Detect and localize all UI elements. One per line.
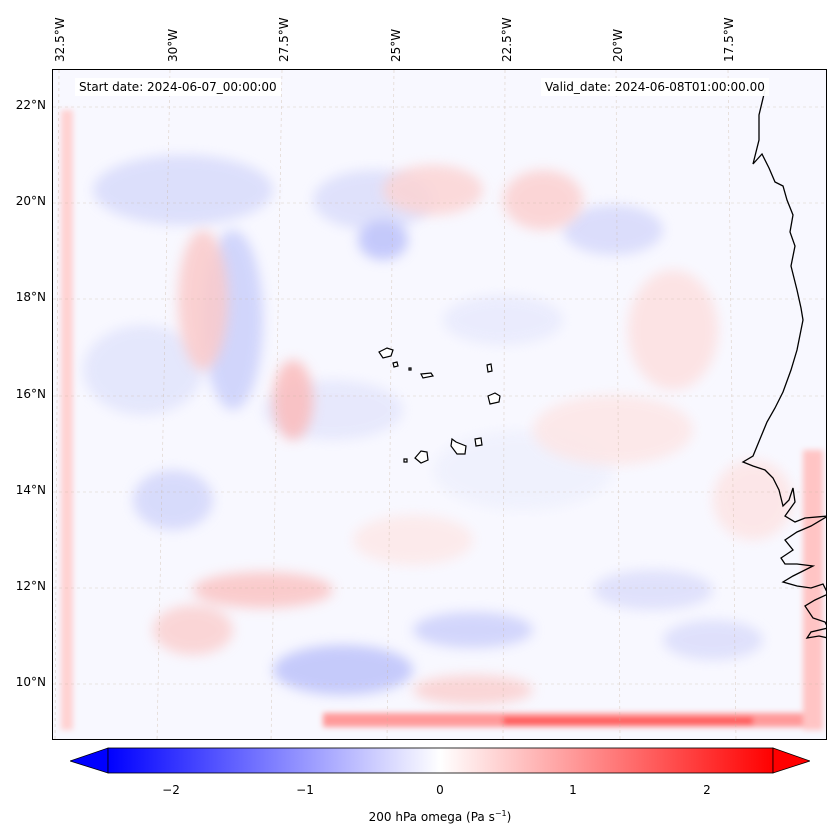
lon-label-20w: 20°W bbox=[611, 28, 625, 62]
positive-omega-areas bbox=[153, 165, 793, 705]
lon-label-30w: 30°W bbox=[166, 28, 180, 62]
lat-label-22n: 22°N bbox=[15, 98, 46, 112]
colorbar-extend-high bbox=[772, 747, 810, 774]
colorbar-tick: −2 bbox=[162, 783, 180, 797]
colorbar-tick: 0 bbox=[436, 783, 444, 797]
colorbar-gradient bbox=[107, 747, 774, 774]
lon-label-27-5w: 27.5°W bbox=[277, 17, 291, 62]
omega-field-plot bbox=[53, 70, 826, 739]
lon-label-22-5w: 22.5°W bbox=[500, 17, 514, 62]
colorbar-tick: −1 bbox=[296, 783, 314, 797]
negative-omega-areas bbox=[83, 155, 763, 695]
lon-label-32-5w: 32.5°W bbox=[53, 17, 67, 62]
colorbar bbox=[70, 747, 810, 774]
lat-label-16n: 16°N bbox=[15, 387, 46, 401]
graticule bbox=[53, 70, 826, 739]
colorbar-label: 200 hPa omega (Pa s−1) bbox=[368, 809, 512, 824]
lat-label-18n: 18°N bbox=[15, 290, 46, 304]
african-coastline bbox=[741, 89, 826, 639]
lat-label-20n: 20°N bbox=[15, 194, 46, 208]
start-date-label: Start date: 2024-06-07_00:00:00 bbox=[75, 78, 281, 96]
lat-label-10n: 10°N bbox=[15, 675, 46, 689]
colorbar-tick: 1 bbox=[569, 783, 577, 797]
lat-label-12n: 12°N bbox=[15, 579, 46, 593]
lat-label-14n: 14°N bbox=[15, 483, 46, 497]
valid-date-label: Valid_date: 2024-06-08T01:00:00.00 bbox=[541, 78, 769, 96]
omega-map bbox=[52, 69, 827, 740]
lon-label-17-5w: 17.5°W bbox=[722, 17, 736, 62]
colorbar-tick: 2 bbox=[703, 783, 711, 797]
cape-verde-islands bbox=[378, 347, 501, 464]
colorbar-extend-low bbox=[70, 747, 109, 774]
boundary-zone bbox=[61, 110, 823, 730]
lon-label-25w: 25°W bbox=[389, 28, 403, 62]
